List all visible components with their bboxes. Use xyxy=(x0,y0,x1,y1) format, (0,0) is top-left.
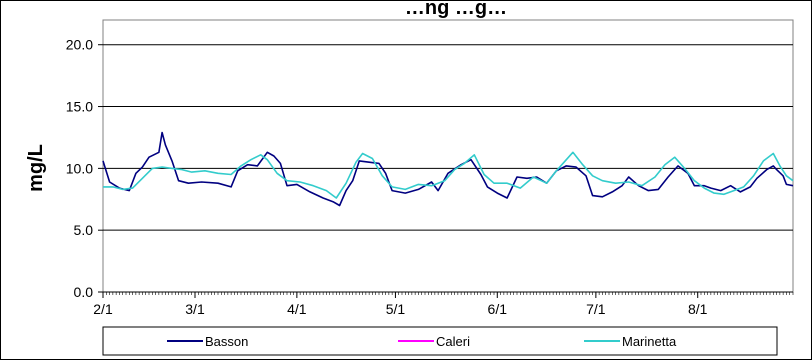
legend-label-marinetta: Marinetta xyxy=(622,334,677,349)
gridlines xyxy=(103,44,793,231)
plot-area xyxy=(102,19,794,293)
y-tick-label: 20.0 xyxy=(66,37,93,53)
series-line-marinetta xyxy=(103,151,794,199)
y-tick-label: 0.0 xyxy=(74,284,94,300)
x-tick-label: 7/1 xyxy=(586,301,606,317)
series-lines xyxy=(102,131,794,207)
legend-label-caleri: Caleri xyxy=(436,334,470,349)
y-axis: 0.0 5.0 10.0 15.0 20.0 xyxy=(66,37,103,300)
x-tick-label: 5/1 xyxy=(386,301,406,317)
x-tick-label: 3/1 xyxy=(185,301,205,317)
legend: Basson Caleri Marinetta xyxy=(102,326,778,356)
chart-title: …ng …g… xyxy=(405,0,507,19)
legend-label-basson: Basson xyxy=(205,334,248,349)
legend-box xyxy=(102,326,778,356)
y-axis-label: mg/L xyxy=(25,144,47,192)
x-axis: 2/1 3/1 4/1 5/1 6/1 7/1 8/1 xyxy=(93,291,794,317)
y-tick-label: 5.0 xyxy=(74,222,94,238)
x-tick-label: 4/1 xyxy=(287,301,307,317)
y-tick-label: 10.0 xyxy=(66,160,93,176)
x-tick-label: 2/1 xyxy=(93,301,113,317)
y-tick-label: 15.0 xyxy=(66,99,93,115)
x-tick-label: 8/1 xyxy=(688,301,708,317)
series-line-basson xyxy=(102,131,794,207)
x-tick-label: 6/1 xyxy=(488,301,508,317)
